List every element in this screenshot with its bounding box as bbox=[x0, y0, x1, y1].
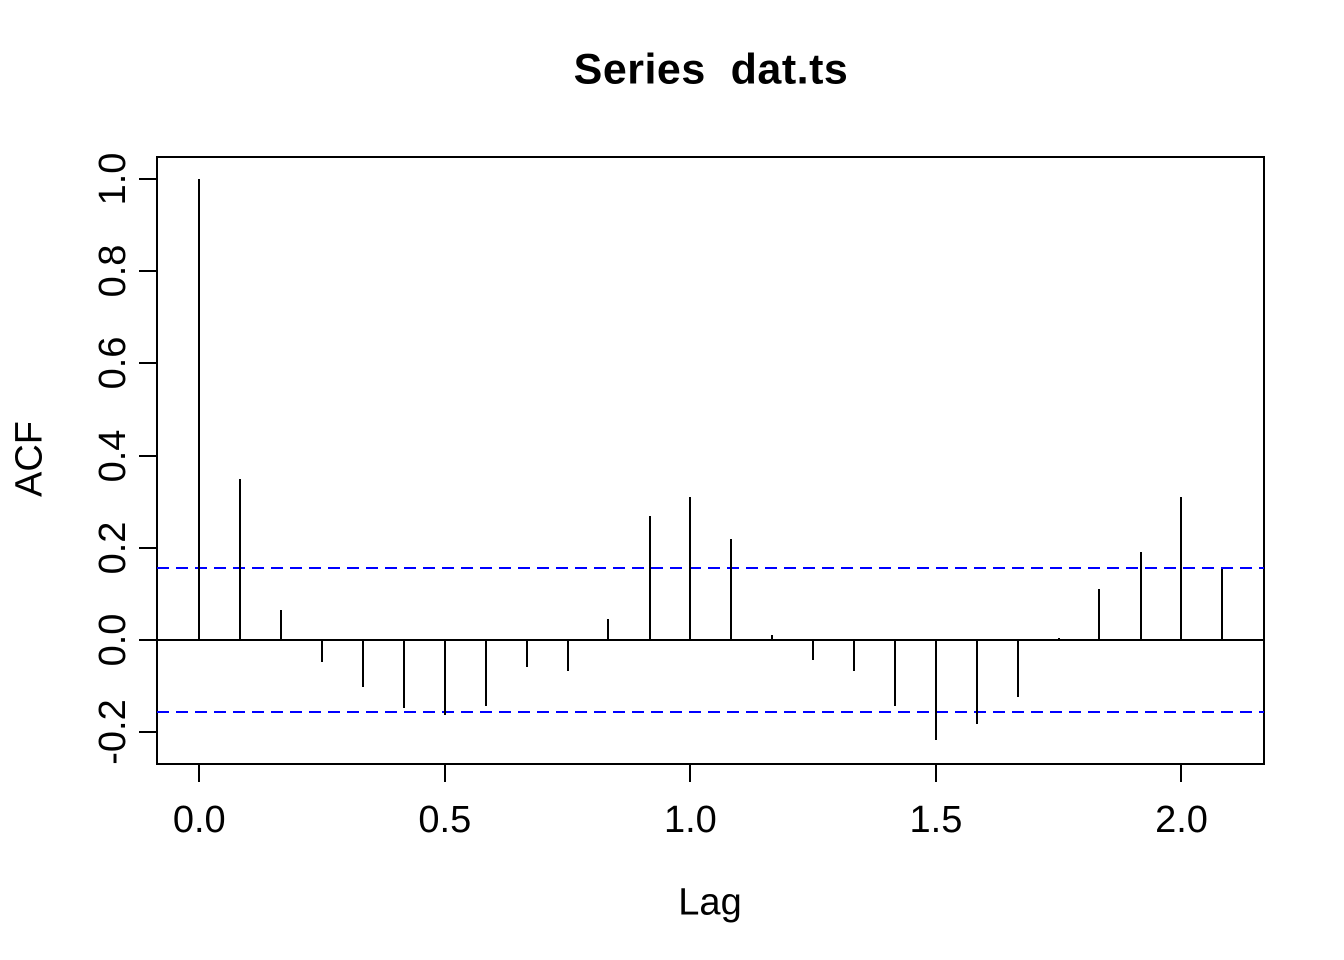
acf-spike bbox=[812, 639, 815, 660]
x-tick bbox=[689, 764, 692, 782]
x-axis-title: Lag bbox=[678, 881, 742, 924]
y-tick bbox=[139, 639, 157, 642]
y-tick bbox=[139, 362, 157, 365]
acf-spike bbox=[566, 639, 569, 672]
acf-spike bbox=[689, 497, 692, 641]
x-tick-label: 0.5 bbox=[418, 799, 472, 841]
y-tick-label: 0.0 bbox=[92, 613, 134, 667]
confidence-interval-line-upper bbox=[157, 566, 1264, 569]
acf-spike bbox=[1016, 639, 1019, 697]
x-tick-label: 0.0 bbox=[172, 799, 226, 841]
y-tick bbox=[139, 270, 157, 273]
y-tick-label: 1.0 bbox=[92, 152, 134, 206]
y-axis-title: ACF bbox=[8, 421, 51, 497]
y-tick-label: 0.6 bbox=[92, 337, 134, 390]
x-tick-label: 1.5 bbox=[909, 799, 963, 841]
acf-spike bbox=[1098, 589, 1101, 640]
chart-title: Series dat.ts bbox=[573, 45, 849, 94]
acf-spike bbox=[321, 639, 324, 663]
acf-spike bbox=[361, 639, 364, 688]
x-tick bbox=[934, 764, 937, 782]
acf-spike bbox=[443, 639, 446, 716]
y-tick bbox=[139, 178, 157, 181]
acf-spike bbox=[975, 639, 978, 725]
acf-spike bbox=[280, 610, 283, 640]
acf-spike bbox=[894, 639, 897, 706]
y-tick-label: 0.2 bbox=[92, 521, 134, 575]
acf-spike bbox=[607, 619, 610, 640]
y-tick-label: -0.2 bbox=[92, 699, 134, 765]
x-tick bbox=[443, 764, 446, 782]
acf-spike bbox=[1221, 568, 1224, 641]
acf-spike bbox=[771, 635, 774, 640]
acf-spike bbox=[730, 538, 733, 640]
x-tick-label: 2.0 bbox=[1155, 799, 1208, 841]
x-tick bbox=[1180, 764, 1183, 782]
y-tick-label: 0.8 bbox=[92, 244, 134, 298]
x-tick-label: 1.0 bbox=[663, 799, 717, 841]
acf-spike bbox=[198, 179, 201, 640]
acf-spike bbox=[648, 515, 651, 640]
acf-spike bbox=[1057, 637, 1060, 640]
acf-spike bbox=[1180, 497, 1183, 641]
y-tick bbox=[139, 546, 157, 549]
acf-spike bbox=[1139, 552, 1142, 640]
plot-area-border bbox=[156, 156, 1265, 765]
acf-spike bbox=[525, 639, 528, 667]
acf-spike bbox=[403, 639, 406, 709]
acf-spike bbox=[484, 639, 487, 706]
confidence-interval-line-lower bbox=[157, 711, 1264, 714]
acf-spike bbox=[852, 639, 855, 672]
acf-spike bbox=[934, 639, 937, 741]
x-tick bbox=[198, 764, 201, 782]
y-tick bbox=[139, 454, 157, 457]
y-tick-label: 0.4 bbox=[92, 429, 134, 483]
acf-spike bbox=[239, 478, 241, 641]
zero-line bbox=[157, 639, 1264, 642]
y-tick bbox=[139, 731, 157, 734]
